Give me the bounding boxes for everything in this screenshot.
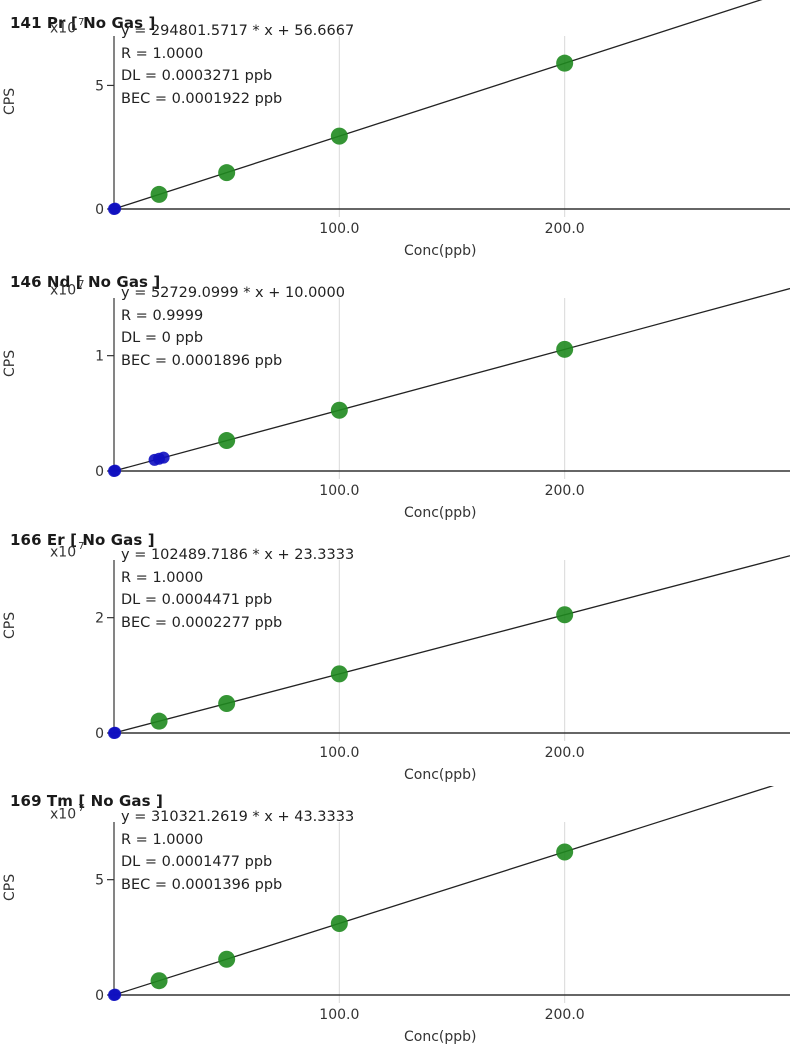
fit-statistics: y = 52729.0999 * x + 10.0000 R = 0.9999 … xyxy=(121,282,345,372)
y-multiplier: x10 7 xyxy=(50,803,85,823)
standard-point xyxy=(330,401,348,419)
blank-point xyxy=(109,464,122,477)
fit-r-value: R = 1.0000 xyxy=(121,569,204,586)
x-axis-label: Conc(ppb) xyxy=(404,1029,477,1045)
fit-r-value: R = 0.9999 xyxy=(121,307,204,324)
standard-point xyxy=(330,665,348,683)
calibration-chart-svg: 0 2 100.0 200.0 xyxy=(95,555,790,761)
y-multiplier: x10 7 xyxy=(50,541,85,561)
y-tick-label: 2 xyxy=(95,611,104,627)
blank-point xyxy=(157,451,170,464)
fit-statistics: y = 102489.7186 * x + 23.3333 R = 1.0000… xyxy=(121,544,354,634)
x-tick-label: 200.0 xyxy=(545,745,585,761)
calibration-panel-er: 0 2 100.0 200.0 166 Er [ No Gas ] x10 7 y = … xyxy=(0,524,790,784)
blank-point xyxy=(109,726,122,739)
calibration-chart-svg: 0 5 100.0 200.0 xyxy=(95,0,790,237)
x-tick-label: 200.0 xyxy=(545,1007,585,1023)
fit-r-value: R = 1.0000 xyxy=(121,831,204,848)
standard-point xyxy=(150,972,168,990)
fit-statistics: y = 310321.2619 * x + 43.3333 R = 1.0000… xyxy=(121,806,354,896)
y-multiplier: x10 7 xyxy=(50,17,85,37)
fit-equation: y = 52729.0999 * x + 10.0000 xyxy=(121,285,345,301)
calibration-panel-pr: 0 5 100.0 200.0 141 Pr [ No Gas ] x10 7 y = … xyxy=(0,0,790,260)
chart-title: 146 Nd [ No Gas ] xyxy=(10,273,161,291)
calibration-panel-nd: 0 1 100.0 200.0 146 Nd [ No Gas ] x10 7 y = … xyxy=(0,262,790,522)
x-tick-label: 100.0 xyxy=(319,221,359,237)
calibration-chart-svg: 0 1 100.0 200.0 xyxy=(95,287,790,499)
standard-point xyxy=(218,432,236,450)
bec-value: BEC = 0.0001896 ppb xyxy=(121,352,283,369)
standard-point xyxy=(556,843,574,861)
standard-point xyxy=(556,606,574,624)
x-tick-label: 100.0 xyxy=(319,745,359,761)
y-multiplier-exp: 7 xyxy=(78,803,85,814)
standard-point xyxy=(218,164,236,182)
calibration-panel-tm: 0 5 100.0 200.0 169 Tm [ No Gas ] x10 7 y = … xyxy=(0,786,790,1046)
detection-limit: DL = 0.0003271 ppb xyxy=(121,68,273,84)
y-multiplier-base: x10 xyxy=(50,20,77,37)
y-tick-label: 0 xyxy=(95,988,104,1004)
y-multiplier: x10 7 xyxy=(50,279,85,299)
blank-point xyxy=(109,988,122,1001)
fit-equation: y = 310321.2619 * x + 43.3333 xyxy=(121,809,355,825)
y-tick-label: 5 xyxy=(95,78,104,94)
x-tick-label: 100.0 xyxy=(319,483,359,499)
fit-r-value: R = 1.0000 xyxy=(121,45,204,62)
y-multiplier-exp: 7 xyxy=(78,541,85,552)
standard-point xyxy=(218,950,236,968)
bec-value: BEC = 0.0001922 ppb xyxy=(121,90,283,107)
y-tick-label: 5 xyxy=(95,873,104,889)
standard-point xyxy=(556,54,574,72)
y-tick-label: 0 xyxy=(95,726,104,742)
bec-value: BEC = 0.0002277 ppb xyxy=(121,614,283,631)
y-multiplier-base: x10 xyxy=(50,806,77,823)
y-axis-label: CPS xyxy=(2,873,18,901)
standard-point xyxy=(330,914,348,932)
x-tick-label: 200.0 xyxy=(545,221,585,237)
detection-limit: DL = 0 ppb xyxy=(121,330,204,346)
y-axis-label: CPS xyxy=(2,349,18,377)
detection-limit: DL = 0.0001477 ppb xyxy=(121,854,273,870)
y-multiplier-base: x10 xyxy=(50,544,77,561)
standard-point xyxy=(150,185,168,203)
chart-title: 169 Tm [ No Gas ] xyxy=(10,792,163,810)
fit-equation: y = 294801.5717 * x + 56.6667 xyxy=(121,23,355,39)
x-tick-label: 100.0 xyxy=(319,1007,359,1023)
y-multiplier-exp: 7 xyxy=(78,17,85,28)
detection-limit: DL = 0.0004471 ppb xyxy=(121,592,273,608)
x-axis-label: Conc(ppb) xyxy=(404,505,477,521)
x-axis-label: Conc(ppb) xyxy=(404,767,477,783)
y-axis-label: CPS xyxy=(2,87,18,115)
standard-point xyxy=(150,712,168,730)
y-tick-label: 0 xyxy=(95,202,104,218)
chart-title: 166 Er [ No Gas ] xyxy=(10,531,155,549)
x-axis-label: Conc(ppb) xyxy=(404,243,477,259)
x-tick-label: 200.0 xyxy=(545,483,585,499)
y-multiplier-exp: 7 xyxy=(78,279,85,290)
calibration-chart-svg: 0 5 100.0 200.0 xyxy=(95,786,790,1023)
fit-equation: y = 102489.7186 * x + 23.3333 xyxy=(121,547,355,563)
standard-point xyxy=(330,127,348,145)
blank-point xyxy=(109,202,122,215)
y-axis-label: CPS xyxy=(2,611,18,639)
standard-point xyxy=(218,694,236,712)
bec-value: BEC = 0.0001396 ppb xyxy=(121,876,283,893)
standard-point xyxy=(556,340,574,358)
fit-statistics: y = 294801.5717 * x + 56.6667 R = 1.0000… xyxy=(121,20,354,110)
y-multiplier-base: x10 xyxy=(50,282,77,299)
y-tick-label: 0 xyxy=(95,464,104,480)
y-tick-label: 1 xyxy=(95,349,104,365)
chart-title: 141 Pr [ No Gas ] xyxy=(10,14,156,32)
